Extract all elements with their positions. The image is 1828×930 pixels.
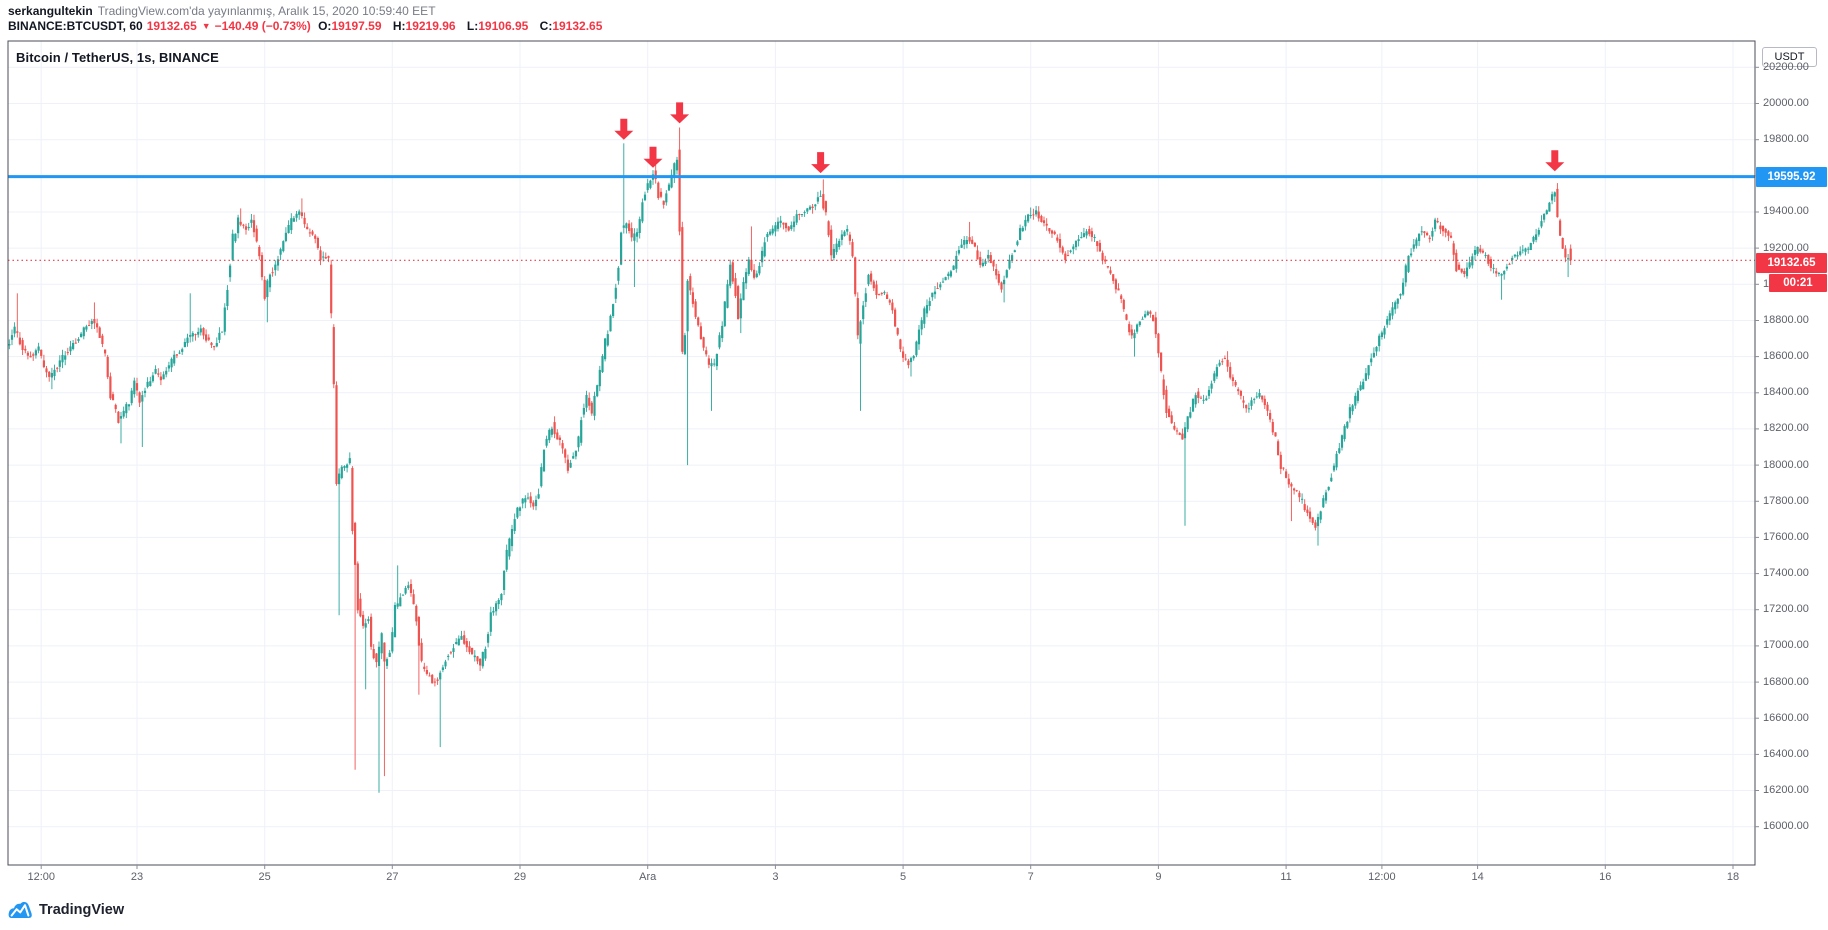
time-axis-label: 12:00 xyxy=(27,871,55,883)
time-axis-label: 18 xyxy=(1726,871,1740,883)
plot-frame xyxy=(7,40,1756,866)
down-arrow-icon xyxy=(811,152,831,174)
price-axis-label: 16000.00 xyxy=(1763,820,1809,833)
time-axis-label: 12:00 xyxy=(1368,871,1396,883)
price-axis-label: 17200.00 xyxy=(1763,603,1809,616)
close-value: 19132.65 xyxy=(552,19,603,33)
price-axis-label: 18400.00 xyxy=(1763,386,1809,399)
time-axis-label: 7 xyxy=(1027,871,1034,883)
symbol-label[interactable]: BINANCE:BTCUSDT, 60 xyxy=(8,19,143,33)
high-label: H: xyxy=(392,19,406,33)
price-change: −140.49 (−0.73%) xyxy=(214,19,311,33)
open-label: O: xyxy=(318,19,332,33)
down-arrow-icon xyxy=(1545,150,1565,172)
tradingview-logo-text: TradingView xyxy=(39,901,125,918)
price-axis-label: 19200.00 xyxy=(1763,241,1809,254)
price-axis-label: 16600.00 xyxy=(1763,711,1809,724)
low-label: L: xyxy=(466,19,479,33)
time-axis-label: 16 xyxy=(1599,871,1612,883)
down-triangle-icon: ▼ xyxy=(201,21,211,31)
time-axis-label: 25 xyxy=(258,871,271,883)
price-axis-label: 17400.00 xyxy=(1763,567,1809,580)
axis-ticks xyxy=(40,66,1759,869)
price-axis-label: 17600.00 xyxy=(1763,530,1809,543)
price-axis-label: 16200.00 xyxy=(1763,784,1809,797)
tradingview-logo-icon xyxy=(8,901,32,918)
publish-info: TradingView.com'da yayınlanmış, Aralık 1… xyxy=(97,4,436,18)
time-axis-label: 3 xyxy=(772,871,779,883)
grid xyxy=(8,41,1755,865)
time-axis-label: 11 xyxy=(1280,871,1292,883)
bar-countdown-tag: 00:21 xyxy=(1769,274,1827,292)
open-value: 19197.59 xyxy=(331,19,382,33)
down-arrow-icon xyxy=(614,118,634,140)
down-arrow-icon xyxy=(670,102,690,124)
price-axis-label: 16800.00 xyxy=(1763,675,1809,688)
price-axis-label: 17800.00 xyxy=(1763,494,1809,507)
time-axis-label: Ara xyxy=(639,871,657,883)
author-name[interactable]: serkangultekin xyxy=(8,4,93,18)
time-axis-label: 23 xyxy=(130,871,144,883)
candles xyxy=(8,127,1572,793)
price-axis-label: 18200.00 xyxy=(1763,422,1809,435)
price-axis-label: 19400.00 xyxy=(1763,205,1809,218)
price-axis-label: 20200.00 xyxy=(1763,60,1809,73)
tradingview-logo[interactable]: TradingView xyxy=(8,900,124,919)
down-arrow-icon xyxy=(643,146,663,168)
currency-axis-button[interactable]: USDT xyxy=(1762,47,1817,67)
price-axis-label: 20000.00 xyxy=(1763,97,1809,109)
chart-legend-title[interactable]: Bitcoin / TetherUS, 1s, BINANCE xyxy=(16,50,219,65)
time-axis-label: 29 xyxy=(513,871,527,883)
high-value: 19219.96 xyxy=(405,19,456,33)
time-axis-label: 14 xyxy=(1471,871,1484,883)
price-axis-label: 18600.00 xyxy=(1763,350,1809,363)
close-label: C: xyxy=(539,19,553,33)
time-axis-label: 9 xyxy=(1155,871,1162,883)
price-axis-label: 18800.00 xyxy=(1763,313,1809,326)
down-arrow-marks[interactable] xyxy=(614,102,1565,174)
price-axis-label: 16400.00 xyxy=(1763,747,1809,760)
quote-header: BINANCE:BTCUSDT, 60 19132.65 ▼ −140.49 (−0.… xyxy=(8,19,610,33)
price-axis-label: 17000.00 xyxy=(1763,639,1809,652)
price-axis-label: 18000.00 xyxy=(1763,458,1809,471)
price-axis-label: 19800.00 xyxy=(1763,133,1809,146)
horizontal-line-price-tag: 19595.92 xyxy=(1756,167,1827,187)
last-price: 19132.65 xyxy=(146,19,197,33)
time-axis-label: 5 xyxy=(899,871,907,883)
last-price-tag: 19132.65 xyxy=(1756,253,1827,273)
time-axis-label: 27 xyxy=(386,871,399,883)
publish-header: serkangultekin TradingView.com'da yayınla… xyxy=(8,4,436,18)
low-value: 19106.95 xyxy=(478,19,529,33)
